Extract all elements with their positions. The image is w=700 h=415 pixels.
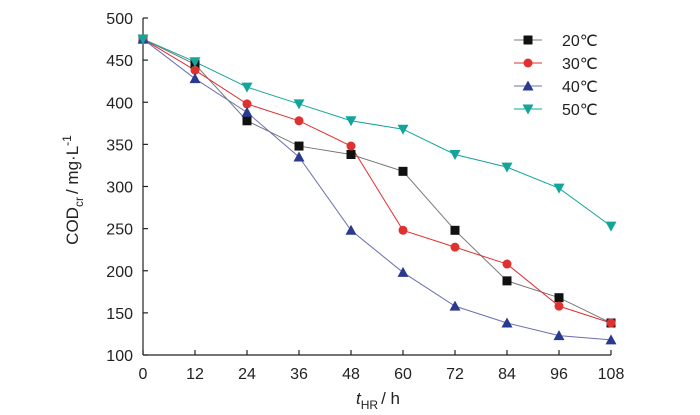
data-point-20 bbox=[346, 149, 356, 159]
legend: 20℃ 30℃ 40℃ 50℃ bbox=[514, 33, 598, 119]
x-tick-label: 72 bbox=[446, 366, 464, 383]
data-point-50 bbox=[241, 82, 253, 93]
legend-marker-20 bbox=[523, 35, 533, 45]
data-point-30 bbox=[398, 225, 408, 235]
series-line-40 bbox=[142, 38, 612, 341]
data-point-50 bbox=[501, 162, 513, 173]
legend-label-30: 30℃ bbox=[562, 56, 598, 73]
data-point-40 bbox=[189, 73, 201, 84]
y-tick-label: 200 bbox=[106, 264, 133, 281]
legend-marker-30 bbox=[523, 58, 533, 68]
data-point-40 bbox=[241, 106, 253, 117]
x-tick-label: 0 bbox=[139, 366, 148, 383]
data-point-30 bbox=[294, 116, 304, 126]
x-tick-label: 48 bbox=[342, 366, 360, 383]
x-axis-title: tHR / h bbox=[356, 389, 400, 412]
data-point-40 bbox=[397, 266, 409, 277]
axis-ticks: 0 12 24 36 48 60 72 84 96 108 100 150 200 250 300 350 40… bbox=[106, 11, 624, 383]
y-axis-title-unit: / mg·L bbox=[63, 146, 82, 194]
data-point-20 bbox=[398, 166, 408, 176]
data-point-40 bbox=[449, 300, 461, 311]
data-point-50 bbox=[137, 34, 149, 45]
y-tick-label: 500 bbox=[106, 11, 133, 28]
data-point-30 bbox=[346, 141, 356, 151]
legend-label-40: 40℃ bbox=[562, 79, 598, 96]
data-point-40 bbox=[501, 317, 513, 328]
data-point-30 bbox=[242, 99, 252, 109]
data-point-30 bbox=[554, 301, 564, 311]
data-point-50 bbox=[397, 124, 409, 135]
series-lines bbox=[142, 38, 612, 341]
series-line-50 bbox=[142, 38, 612, 227]
y-tick-label: 150 bbox=[106, 306, 133, 323]
data-point-50 bbox=[189, 57, 201, 68]
x-tick-label: 24 bbox=[238, 366, 256, 383]
x-axis-title-main: t bbox=[356, 389, 362, 408]
y-tick-label: 400 bbox=[106, 95, 133, 112]
data-point-40 bbox=[293, 151, 305, 162]
x-tick-label: 60 bbox=[394, 366, 412, 383]
y-tick-label: 250 bbox=[106, 222, 133, 239]
legend-marker-40 bbox=[522, 80, 534, 91]
y-tick-label: 300 bbox=[106, 180, 133, 197]
y-axis-title-sub: cr bbox=[72, 197, 86, 207]
data-point-40 bbox=[605, 334, 617, 345]
x-tick-label: 108 bbox=[598, 366, 625, 383]
data-point-20 bbox=[294, 141, 304, 151]
data-point-30 bbox=[450, 242, 460, 252]
data-point-20 bbox=[502, 276, 512, 286]
data-point-50 bbox=[345, 116, 357, 127]
data-point-30 bbox=[190, 65, 200, 75]
x-tick-label: 96 bbox=[550, 366, 568, 383]
x-axis-title-sub: HR bbox=[361, 398, 379, 412]
y-axis-title-main: COD bbox=[63, 207, 82, 245]
series-line-20 bbox=[142, 38, 612, 324]
data-point-20 bbox=[554, 293, 564, 303]
data-point-50 bbox=[449, 149, 461, 160]
legend-label-50: 50℃ bbox=[562, 102, 598, 119]
data-point-50 bbox=[605, 221, 617, 232]
data-point-30 bbox=[502, 259, 512, 269]
y-tick-label: 450 bbox=[106, 53, 133, 70]
data-point-20 bbox=[242, 116, 252, 126]
data-point-50 bbox=[553, 183, 565, 194]
data-point-20 bbox=[450, 225, 460, 235]
y-tick-label: 100 bbox=[106, 348, 133, 365]
legend-marker-50 bbox=[522, 104, 534, 115]
series-line-30 bbox=[142, 38, 612, 324]
x-tick-label: 84 bbox=[498, 366, 516, 383]
x-axis-title-unit: / h bbox=[381, 389, 400, 408]
y-axis-title: CODcr / mg·L-1 bbox=[60, 135, 86, 245]
data-point-40 bbox=[553, 330, 565, 341]
legend-label-20: 20℃ bbox=[562, 33, 598, 50]
y-axis-title-sup: -1 bbox=[60, 135, 74, 146]
data-point-40 bbox=[345, 224, 357, 235]
data-point-30 bbox=[606, 318, 616, 328]
x-tick-label: 12 bbox=[186, 366, 204, 383]
series-markers bbox=[137, 33, 617, 345]
x-tick-label: 36 bbox=[290, 366, 308, 383]
data-point-50 bbox=[293, 99, 305, 110]
y-tick-label: 350 bbox=[106, 137, 133, 154]
